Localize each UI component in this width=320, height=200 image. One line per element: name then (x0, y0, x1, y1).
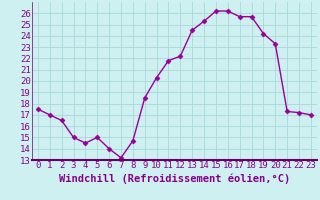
X-axis label: Windchill (Refroidissement éolien,°C): Windchill (Refroidissement éolien,°C) (59, 173, 290, 184)
